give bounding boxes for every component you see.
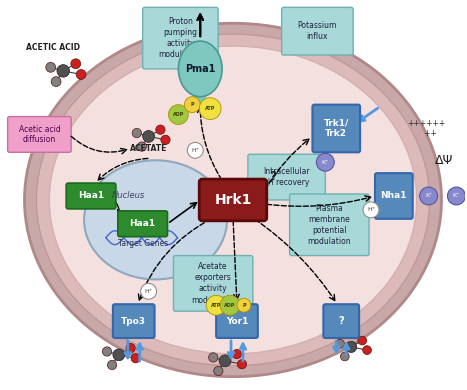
Text: K⁺: K⁺ <box>322 160 329 165</box>
FancyBboxPatch shape <box>173 255 253 311</box>
Circle shape <box>219 355 231 367</box>
Ellipse shape <box>178 41 222 97</box>
Bar <box>194 93 206 105</box>
Circle shape <box>71 59 81 69</box>
FancyBboxPatch shape <box>113 304 155 338</box>
Text: Potassium
influx: Potassium influx <box>297 21 337 41</box>
FancyBboxPatch shape <box>142 7 218 69</box>
Text: ?: ? <box>339 316 344 326</box>
Circle shape <box>57 65 70 77</box>
Text: ATP: ATP <box>211 303 221 308</box>
Text: Haa1: Haa1 <box>78 191 104 200</box>
Circle shape <box>187 142 203 158</box>
Text: ++++++
   ++: ++++++ ++ <box>408 119 446 138</box>
Text: Trk1/
Trk2: Trk1/ Trk2 <box>324 119 349 138</box>
FancyBboxPatch shape <box>282 7 353 55</box>
FancyBboxPatch shape <box>290 194 369 255</box>
Circle shape <box>232 349 241 359</box>
Text: H⁺: H⁺ <box>145 289 153 294</box>
Circle shape <box>209 353 218 362</box>
Text: H⁺: H⁺ <box>367 207 375 213</box>
Circle shape <box>46 62 56 72</box>
Text: Proton
pumping
activity
modulation: Proton pumping activity modulation <box>159 17 202 59</box>
Text: Acetic acid
diffusion: Acetic acid diffusion <box>19 125 60 144</box>
Text: H⁺: H⁺ <box>191 148 199 153</box>
FancyBboxPatch shape <box>66 183 116 209</box>
Circle shape <box>156 125 165 134</box>
Text: ΔΨ: ΔΨ <box>435 154 453 167</box>
Text: Target Genes: Target Genes <box>118 239 168 248</box>
Circle shape <box>363 202 379 218</box>
FancyBboxPatch shape <box>323 304 359 338</box>
Text: Pma1: Pma1 <box>185 64 215 74</box>
Circle shape <box>184 97 200 113</box>
Circle shape <box>137 142 147 151</box>
Text: Hrk1: Hrk1 <box>214 193 252 207</box>
Text: K⁺: K⁺ <box>453 193 460 199</box>
Circle shape <box>237 360 247 369</box>
FancyBboxPatch shape <box>7 117 71 152</box>
Text: Plasma
membrane
potential
modulation: Plasma membrane potential modulation <box>307 204 351 246</box>
Ellipse shape <box>84 160 227 279</box>
Circle shape <box>107 360 117 370</box>
Text: Tpo3: Tpo3 <box>121 317 146 326</box>
Text: ?: ? <box>269 170 276 183</box>
Circle shape <box>220 295 240 315</box>
Text: ACETATE: ACETATE <box>130 144 167 153</box>
Circle shape <box>363 346 371 355</box>
Text: K⁺: K⁺ <box>425 193 432 199</box>
Text: Yor1: Yor1 <box>226 317 248 326</box>
Circle shape <box>340 352 349 361</box>
Circle shape <box>317 153 334 171</box>
Circle shape <box>199 98 221 120</box>
Text: H⁺: H⁺ <box>206 190 214 195</box>
Ellipse shape <box>36 34 430 366</box>
FancyBboxPatch shape <box>199 179 267 221</box>
Text: ADP: ADP <box>224 303 236 308</box>
Ellipse shape <box>50 46 417 354</box>
Circle shape <box>202 184 218 200</box>
Text: ADP: ADP <box>173 112 184 117</box>
Circle shape <box>141 284 156 299</box>
Text: ATP: ATP <box>205 106 215 111</box>
Circle shape <box>126 344 135 353</box>
Circle shape <box>102 347 112 356</box>
Text: Haa1: Haa1 <box>129 219 156 228</box>
Circle shape <box>169 105 188 124</box>
Circle shape <box>447 187 465 205</box>
Text: Acetate
exporters
activity
modulation: Acetate exporters activity modulation <box>191 262 235 305</box>
Circle shape <box>358 336 367 345</box>
Circle shape <box>206 295 226 315</box>
FancyBboxPatch shape <box>375 173 413 219</box>
Circle shape <box>113 349 125 361</box>
Circle shape <box>336 339 344 348</box>
Ellipse shape <box>24 23 441 377</box>
Circle shape <box>131 354 141 363</box>
Circle shape <box>161 135 170 144</box>
Text: P: P <box>191 102 194 107</box>
Circle shape <box>420 187 438 205</box>
FancyBboxPatch shape <box>312 105 360 152</box>
FancyBboxPatch shape <box>118 211 168 237</box>
Text: Nucleus: Nucleus <box>112 190 145 200</box>
Text: ACETIC ACID: ACETIC ACID <box>26 43 80 51</box>
Text: Intracellular
pH recovery: Intracellular pH recovery <box>263 167 310 187</box>
Circle shape <box>237 298 251 312</box>
Circle shape <box>132 128 142 138</box>
Circle shape <box>51 77 61 87</box>
FancyBboxPatch shape <box>248 154 325 200</box>
Text: P: P <box>242 303 246 308</box>
Circle shape <box>76 69 86 80</box>
Circle shape <box>346 341 357 353</box>
Circle shape <box>214 366 223 376</box>
Circle shape <box>143 131 155 142</box>
Text: Nha1: Nha1 <box>381 191 407 200</box>
FancyBboxPatch shape <box>216 304 258 338</box>
